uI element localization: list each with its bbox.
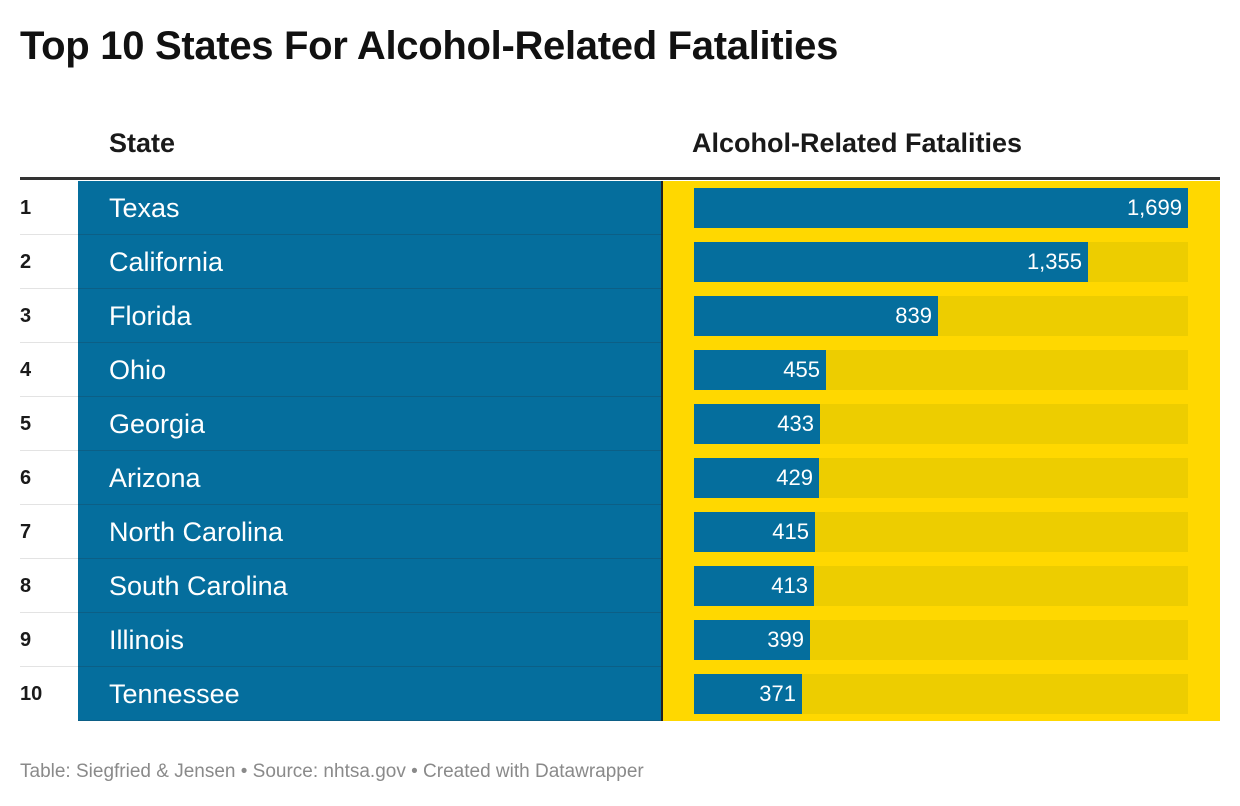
state-cell: Arizona xyxy=(78,451,661,505)
table-header: State Alcohol-Related Fatalities xyxy=(20,126,1220,180)
bar-cell: 415 xyxy=(663,505,1220,559)
bar-cell: 455 xyxy=(663,343,1220,397)
column-divider xyxy=(661,451,663,505)
bar: 1,699 xyxy=(694,188,1188,228)
bar: 429 xyxy=(694,458,819,498)
rank-cell: 10 xyxy=(20,683,43,705)
column-divider xyxy=(661,505,663,559)
column-divider xyxy=(661,181,663,235)
state-cell: Georgia xyxy=(78,397,661,451)
table-row: 7 North Carolina 415 xyxy=(20,505,1220,559)
rank-cell: 6 xyxy=(20,451,78,505)
state-cell: North Carolina xyxy=(78,505,661,559)
bar-cell: 429 xyxy=(663,451,1220,505)
footer-credits: Table: Siegfried & Jensen • Source: nhts… xyxy=(20,761,644,782)
rank-cell: 8 xyxy=(20,559,78,613)
bar-track: 433 xyxy=(694,404,1188,444)
bar-value-label: 371 xyxy=(759,681,796,706)
bar-cell: 1,355 xyxy=(663,235,1220,289)
state-name: South Carolina xyxy=(109,571,288,601)
column-header-state[interactable]: State xyxy=(109,128,176,158)
bar-track: 839 xyxy=(694,296,1188,336)
state-name: Texas xyxy=(109,193,180,223)
column-divider xyxy=(661,343,663,397)
bar-cell: 413 xyxy=(663,559,1220,613)
state-cell: Florida xyxy=(78,289,661,343)
bar-cell: 399 xyxy=(663,613,1220,667)
state-name: Georgia xyxy=(109,409,206,439)
table-row: 5 Georgia 433 xyxy=(20,397,1220,451)
rank-cell: 3 xyxy=(20,289,78,343)
table-row: 2 California 1,355 xyxy=(20,235,1220,289)
column-divider xyxy=(661,397,663,451)
rank-cell: 1 xyxy=(20,181,78,235)
state-cell: Ohio xyxy=(78,343,661,397)
bar-track: 455 xyxy=(694,350,1188,390)
bar-value-label: 455 xyxy=(783,357,820,382)
bar: 371 xyxy=(694,674,802,714)
rank-cell: 9 xyxy=(20,613,78,667)
rank-cell: 5 xyxy=(20,397,78,451)
state-cell: California xyxy=(78,235,661,289)
table-row: 8 South Carolina 413 xyxy=(20,559,1220,613)
bar-value-label: 433 xyxy=(777,411,814,436)
rank-cell: 4 xyxy=(20,343,78,397)
bar-value-label: 1,355 xyxy=(1026,249,1082,274)
bar-track: 1,699 xyxy=(694,188,1188,228)
table-row: 10 Tennessee 371 xyxy=(20,667,1220,721)
state-name: Arizona xyxy=(109,463,201,493)
bar-value-label: 399 xyxy=(767,627,804,652)
rank-cell: 2 xyxy=(20,235,78,289)
bar: 455 xyxy=(694,350,826,390)
bar-value-label: 839 xyxy=(895,303,932,328)
bar-cell: 433 xyxy=(663,397,1220,451)
bar-track: 415 xyxy=(694,512,1188,552)
bar: 413 xyxy=(694,566,814,606)
bar: 433 xyxy=(694,404,820,444)
bar-track: 429 xyxy=(694,458,1188,498)
bar-value-label: 1,699 xyxy=(1126,195,1182,220)
bar: 415 xyxy=(694,512,815,552)
rank-cell: 7 xyxy=(20,505,78,559)
table-row: 3 Florida 839 xyxy=(20,289,1220,343)
table-row: 4 Ohio 455 xyxy=(20,343,1220,397)
table-row: 1 Texas 1,699 xyxy=(20,181,1220,235)
bar-cell: 371 xyxy=(663,667,1220,721)
state-name: Florida xyxy=(109,301,192,331)
bar-value-label: 413 xyxy=(771,573,808,598)
column-divider xyxy=(661,559,663,613)
bar-value-label: 429 xyxy=(776,465,813,490)
bar: 1,355 xyxy=(694,242,1088,282)
column-header-fatalities[interactable]: Alcohol-Related Fatalities xyxy=(692,128,1023,158)
state-name: Illinois xyxy=(109,625,185,655)
bar-track: 399 xyxy=(694,620,1188,660)
table-row: 6 Arizona 429 xyxy=(20,451,1220,505)
bar-track: 413 xyxy=(694,566,1188,606)
state-cell: Texas xyxy=(78,181,661,235)
state-cell: Tennessee xyxy=(78,667,661,721)
state-name: Ohio xyxy=(109,355,167,385)
state-cell: Illinois xyxy=(78,613,661,667)
chart-title: Top 10 States For Alcohol-Related Fatali… xyxy=(20,24,839,68)
table-row: 9 Illinois 399 xyxy=(20,613,1220,667)
bar-cell: 1,699 xyxy=(663,181,1220,235)
bar-track: 371 xyxy=(694,674,1188,714)
column-divider xyxy=(661,613,663,667)
column-divider xyxy=(661,667,663,721)
state-cell: South Carolina xyxy=(78,559,661,613)
column-divider xyxy=(661,289,663,343)
state-name: North Carolina xyxy=(109,517,284,547)
bar-cell: 839 xyxy=(663,289,1220,343)
state-name: California xyxy=(109,247,224,277)
bar-track: 1,355 xyxy=(694,242,1188,282)
state-name: Tennessee xyxy=(109,679,240,709)
column-divider xyxy=(661,235,663,289)
bar-value-label: 415 xyxy=(772,519,809,544)
bar: 399 xyxy=(694,620,810,660)
data-table: 1 Texas 1,699 2 California 1,355 3 Florida 839 4 O… xyxy=(20,181,1220,721)
bar: 839 xyxy=(694,296,938,336)
